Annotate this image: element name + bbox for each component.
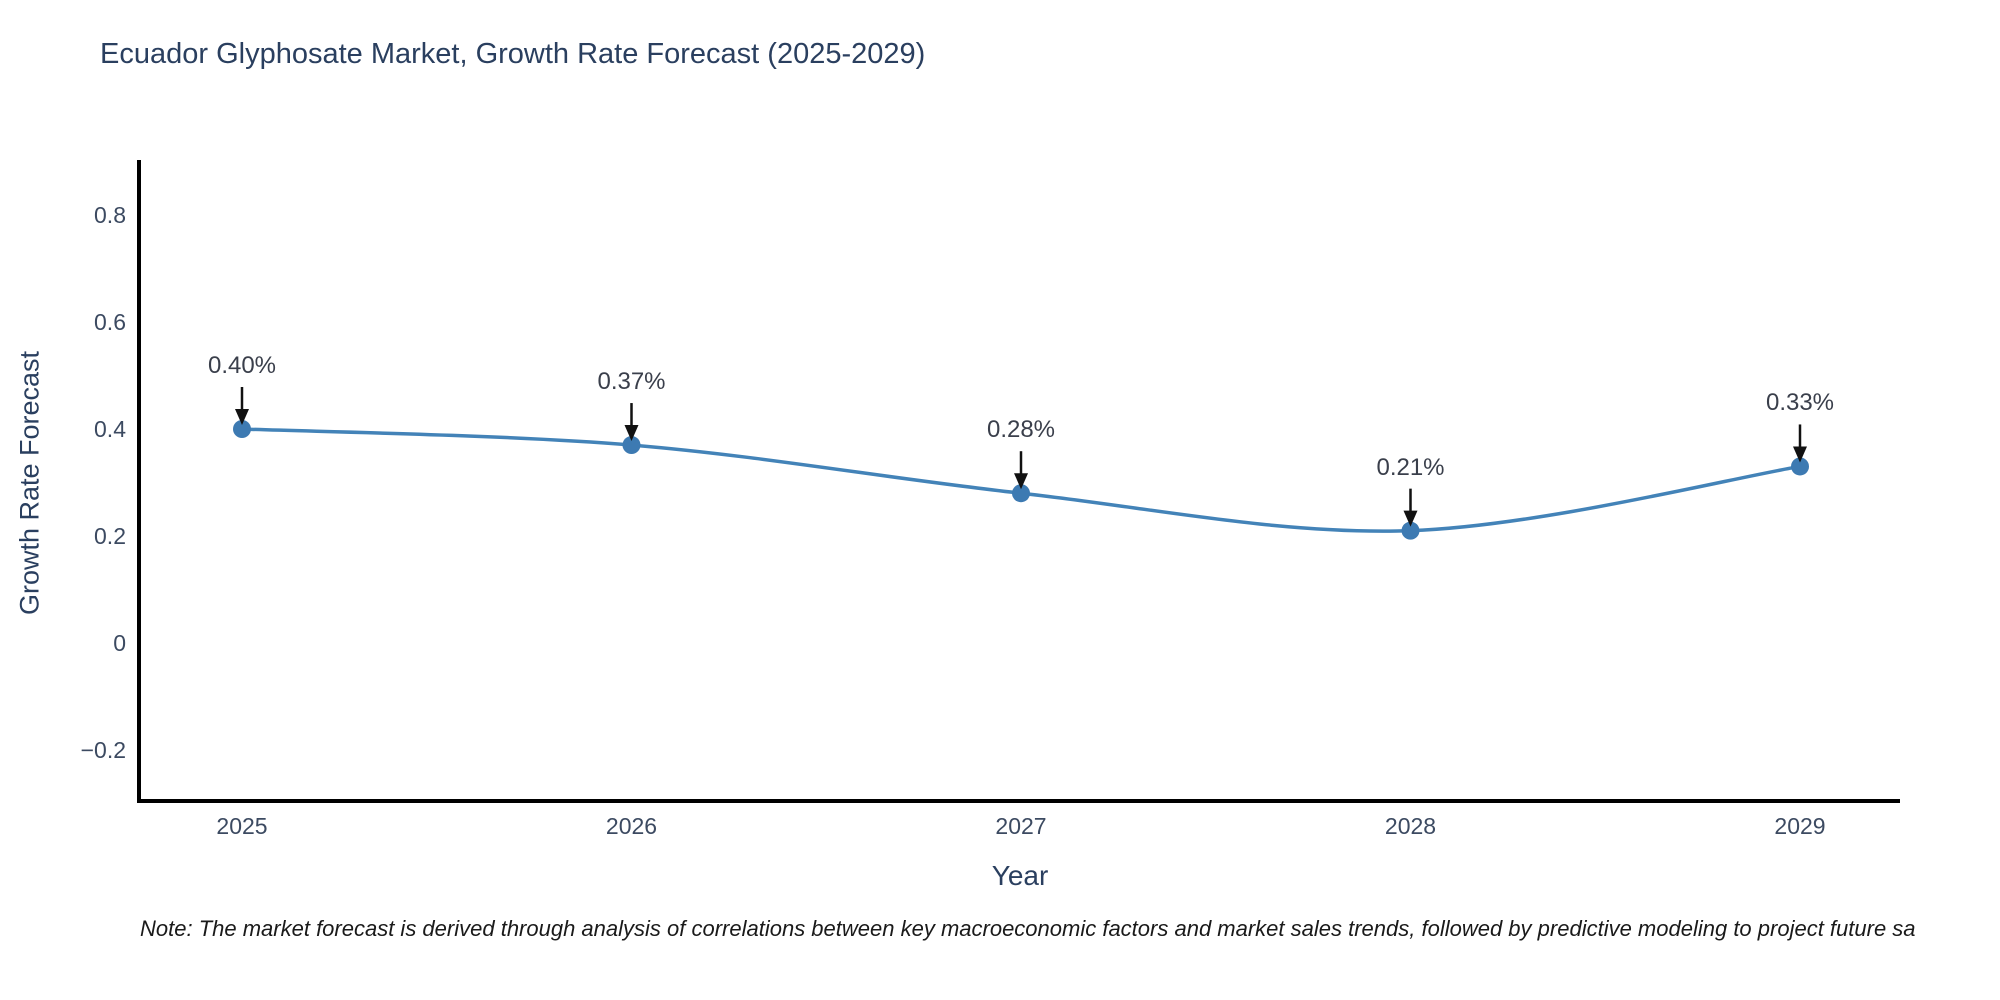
- x-tick-label: 2029: [1774, 813, 1826, 839]
- y-tick-label: 0.2: [94, 523, 126, 549]
- annotation-arrow-head: [1403, 510, 1418, 527]
- x-tick-label: 2025: [216, 813, 268, 839]
- x-tick-label: 2027: [995, 813, 1047, 839]
- x-tick-label: 2028: [1384, 813, 1437, 839]
- x-axis-title: Year: [991, 860, 1049, 891]
- footnote: Note: The market forecast is derived thr…: [140, 916, 1916, 941]
- annotation-arrow-head: [1793, 446, 1807, 463]
- y-tick-label: 0.4: [94, 416, 126, 442]
- annotation-arrow-head: [1014, 473, 1028, 490]
- data-point-label: 0.28%: [986, 416, 1056, 444]
- data-point-label: 0.40%: [207, 352, 277, 379]
- y-tick-label: 0: [113, 630, 126, 656]
- y-tick-label: −0.2: [80, 737, 126, 763]
- chart-title: Ecuador Glyphosate Market, Growth Rate F…: [100, 38, 926, 70]
- annotation-arrow-head: [624, 425, 639, 442]
- data-point-label: 0.33%: [1765, 389, 1835, 417]
- data-point-marker: [1791, 457, 1809, 476]
- data-point-marker: [233, 420, 251, 438]
- data-point-marker: [1012, 484, 1030, 503]
- annotation-arrow-head: [235, 409, 249, 425]
- y-tick-label: 0.6: [94, 309, 126, 335]
- data-point-label: 0.21%: [1376, 453, 1445, 481]
- data-point-marker: [1401, 521, 1420, 540]
- x-tick-label: 2026: [605, 813, 658, 839]
- y-axis-title: Growth Rate Forecast: [14, 350, 45, 616]
- data-point-label: 0.37%: [597, 368, 666, 396]
- y-tick-label: 0.8: [94, 202, 126, 228]
- data-point-marker: [622, 436, 641, 455]
